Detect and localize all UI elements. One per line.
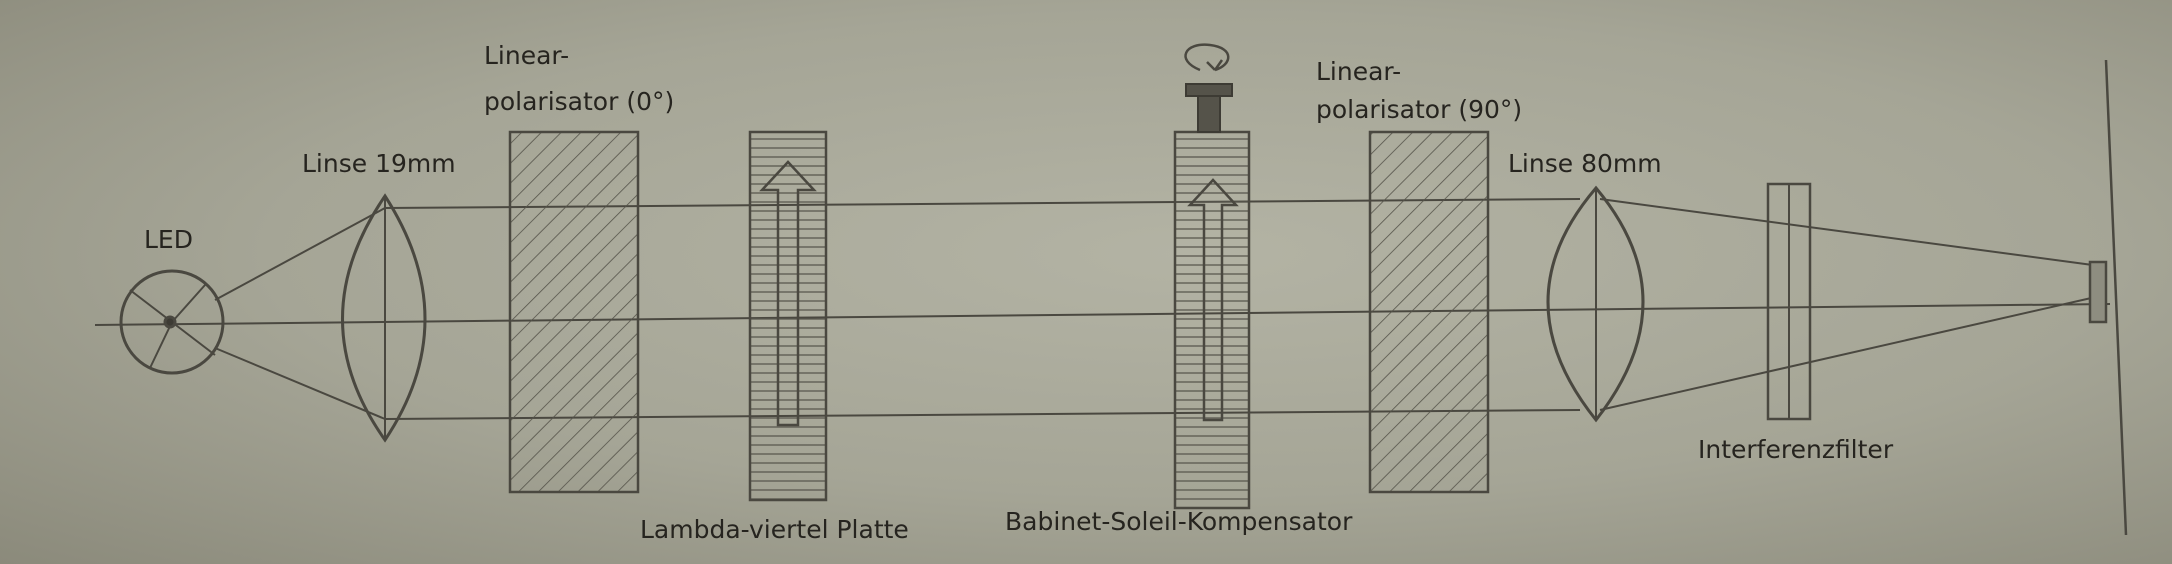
interference-filter bbox=[1766, 182, 1812, 421]
focus-ray-lower bbox=[1599, 295, 2101, 411]
detector-icon bbox=[2088, 260, 2108, 324]
linear-polarizer-90 bbox=[1368, 130, 1490, 494]
led-ray-upper bbox=[214, 207, 386, 301]
led-ray-lower bbox=[214, 347, 386, 420]
optic-axis-arrow-icon bbox=[759, 160, 817, 427]
label-led: LED bbox=[144, 225, 193, 254]
optical-axis bbox=[94, 303, 2111, 326]
lens-19mm bbox=[341, 193, 427, 443]
rotation-arrow-icon bbox=[1184, 43, 1230, 72]
detector-screen bbox=[2088, 59, 2128, 536]
label-compensator: Babinet-Soleil-Kompensator bbox=[1005, 507, 1353, 536]
label-lens-80mm: Linse 80mm bbox=[1508, 149, 1662, 178]
label-polarizer-90-line1: Linear- bbox=[1316, 57, 1401, 86]
label-quarter-wave-plate: Lambda-viertel Platte bbox=[640, 515, 909, 544]
label-polarizer-0-line2: polarisator (0°) bbox=[484, 87, 674, 116]
beam-lines bbox=[94, 198, 2111, 420]
label-interference-filter: Interferenzfilter bbox=[1698, 435, 1894, 464]
label-lens-19mm: Linse 19mm bbox=[302, 149, 456, 178]
linear-polarizer-0 bbox=[508, 130, 640, 494]
compensator-arrow-icon bbox=[1187, 178, 1239, 422]
led-source bbox=[119, 269, 225, 375]
label-polarizer-0-line1: Linear- bbox=[484, 41, 569, 70]
adjustment-screw-icon bbox=[1197, 91, 1221, 133]
label-polarizer-90-line2: polarisator (90°) bbox=[1316, 95, 1522, 124]
babinet-soleil-compensator bbox=[1173, 43, 1251, 510]
focus-ray-upper bbox=[1599, 198, 2101, 267]
quarter-wave-plate bbox=[748, 130, 828, 502]
